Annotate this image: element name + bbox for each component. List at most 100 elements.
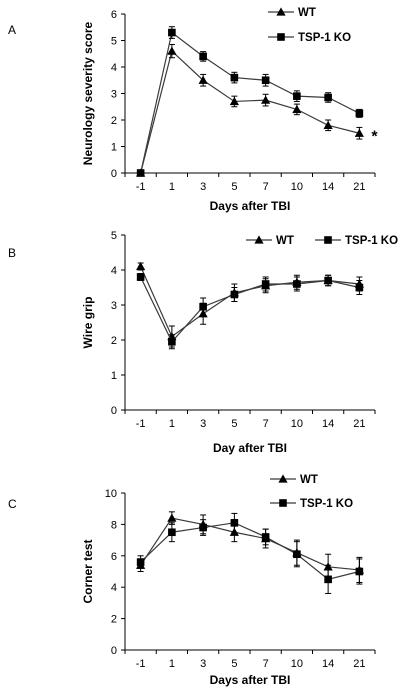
chart-panel-a: A 0 1 2 3 4 5 6 -1 1 3 5 7 10 14 21 Days after TBI Neurol… [8,7,378,213]
data-point [167,46,177,55]
x-tick-label: 1 [169,658,175,670]
y-tick-label: 0 [111,168,117,180]
legend-item: TSP-1 KO [315,235,398,247]
data-point [292,104,302,114]
data-point [324,93,332,102]
panel-label: C [8,497,17,511]
x-tick-label: 21 [353,418,365,430]
x-tick-label: 3 [200,658,206,670]
x-axis-title: Days after TBI [210,673,291,687]
legend: WT TSP-1 KO [270,474,353,510]
data-point [168,528,176,537]
data-point [355,109,364,118]
x-tick-label: 7 [263,418,269,430]
series-tsp1-ko [136,512,364,594]
x-tick-label: -1 [136,181,146,193]
x-tick-label: 14 [322,181,334,193]
data-point [167,513,177,522]
data-point [324,575,332,584]
legend-item: WT [270,474,318,486]
data-point [293,550,301,559]
y-tick-label: 5 [111,36,117,48]
legend-marker [279,499,287,507]
y-tick-label: 10 [105,488,117,500]
legend-item: TSP-1 KO [270,498,353,510]
data-point [293,92,301,100]
y-tick-label: 5 [111,230,117,242]
legend-marker [278,474,288,483]
series-line [140,276,360,343]
data-point [136,169,145,177]
legend-item: TSP-1 KO [268,32,351,44]
data-point [293,280,301,288]
data-point [199,302,207,311]
series-wt [136,261,364,348]
data-point [355,567,364,576]
y-tick-label: 0 [111,405,117,417]
y-tick-label: 4 [111,582,117,594]
x-tick-label: 21 [353,658,365,670]
significance-marker: * [371,128,378,145]
series-line [140,31,360,174]
legend-label: WT [276,235,294,247]
y-tick-label: 6 [111,9,117,21]
data-point [323,120,333,129]
legend-label: TSP-1 KO [298,32,351,44]
legend-label: TSP-1 KO [300,498,353,510]
data-point [261,533,270,541]
y-tick-label: 2 [111,115,117,127]
series-line [140,49,360,174]
panel-label: B [8,246,16,260]
x-tick-label: 1 [169,181,175,193]
x-axis-title: Day after TBI [213,441,287,455]
y-tick-label: 2 [111,614,117,626]
x-tick-label: 10 [291,181,303,193]
legend-label: WT [300,474,318,486]
chart-panel-b: B 0 1 2 3 4 5 -1 1 3 5 7 10 14 21 Day after TBI Wire gri… [8,230,398,455]
y-axis-title: Corner test [81,539,95,603]
series-line [140,517,360,571]
data-point [168,337,176,346]
x-tick-label: 5 [231,418,237,430]
x-tick-label: 14 [322,418,334,430]
data-point [324,276,332,285]
data-point [261,95,271,104]
x-tick-label: 5 [231,181,237,193]
x-tick-label: 10 [291,418,303,430]
y-tick-label: 3 [111,89,117,101]
y-tick-label: 4 [111,62,117,74]
x-tick-label: 7 [263,658,269,670]
data-point [198,75,208,84]
x-tick-label: 14 [322,658,334,670]
legend-marker [324,236,332,244]
y-tick-label: 1 [111,370,117,382]
y-tick-label: 0 [111,645,117,657]
legend-label: TSP-1 KO [345,235,398,247]
data-point [136,273,145,281]
y-axis-title: Wire grip [81,297,95,349]
x-tick-label: -1 [136,658,146,670]
data-point [230,73,239,82]
data-point [261,280,270,288]
x-tick-label: 21 [353,181,365,193]
data-point [199,523,207,532]
legend-marker [277,33,285,41]
legend-item: WT [268,7,316,19]
data-point [261,76,270,85]
x-tick-label: 7 [263,181,269,193]
y-tick-label: 2 [111,335,117,347]
data-point [230,290,239,299]
y-axis-title: Neurology severity score [81,21,95,165]
data-point [230,519,239,527]
data-point [199,52,207,61]
data-point [355,283,364,292]
series-line [140,522,360,581]
x-tick-label: 3 [200,181,206,193]
legend-marker [254,235,264,244]
y-tick-label: 6 [111,551,117,563]
x-tick-label: 1 [169,418,175,430]
data-point [229,96,239,106]
data-point [136,261,146,271]
data-point [136,558,145,566]
